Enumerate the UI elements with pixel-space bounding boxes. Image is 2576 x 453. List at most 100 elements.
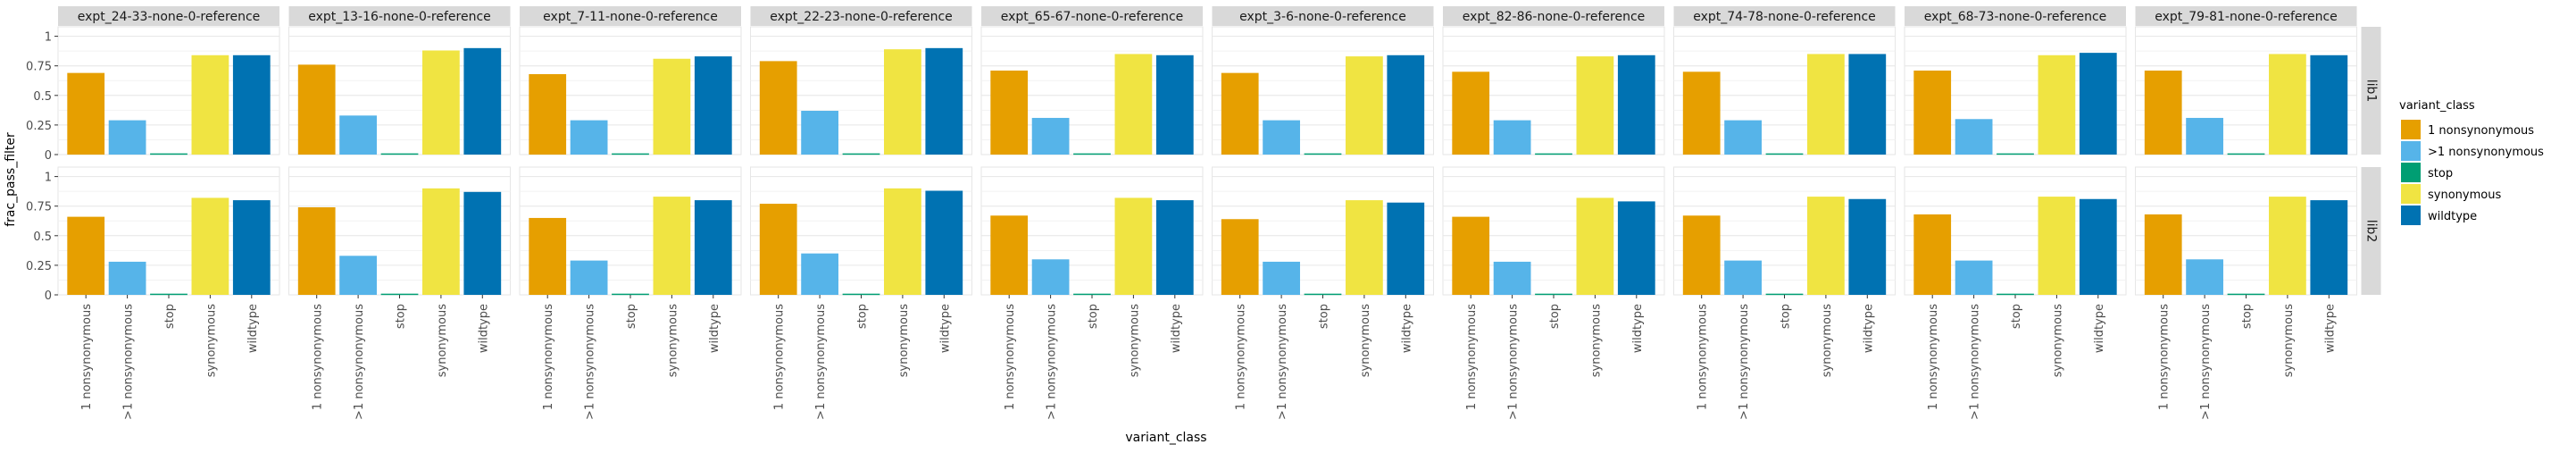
bar [1682, 215, 1721, 295]
column-strip [1673, 6, 1896, 26]
bar [1682, 71, 1721, 155]
bar [2227, 293, 2265, 296]
x-tick-label: stop [2010, 304, 2023, 329]
bar [67, 72, 105, 155]
bar [1848, 54, 1887, 155]
y-tick-label: 1 [45, 31, 52, 45]
x-tick-label: 1 nonsynonymous [1004, 304, 1017, 410]
bar [1765, 293, 1804, 296]
bar [422, 188, 460, 295]
bar [1387, 202, 1425, 295]
bar [1073, 293, 1111, 296]
y-tick-label: 0 [45, 149, 52, 163]
bar [1031, 259, 1070, 295]
bar [570, 260, 608, 295]
x-tick-label: wildtype [708, 304, 721, 353]
column-strip [2135, 6, 2357, 26]
bar [1576, 56, 1614, 155]
bar [1997, 153, 2034, 155]
column-strip-label: expt_7-11-none-0-reference [543, 10, 718, 24]
bar [801, 111, 838, 155]
x-tick-label: >1 nonsynonymous [122, 304, 136, 420]
x-tick-label: stop [1780, 304, 1793, 329]
x-tick-label: stop [1087, 304, 1100, 329]
x-tick-label: stop [163, 304, 177, 329]
y-tick-label: 0.25 [26, 260, 52, 273]
bar [759, 61, 797, 155]
bar [297, 64, 336, 155]
bar [2310, 200, 2348, 295]
legend-swatch [2401, 206, 2421, 225]
column-strips: expt_24-33-none-0-reference expt_13-16-no… [58, 6, 2357, 26]
bar [759, 204, 797, 295]
x-tick-label: stop [856, 304, 870, 329]
bar [1346, 56, 1383, 155]
y-tick-label: 0.5 [33, 231, 52, 244]
bar [1221, 72, 1259, 155]
bar [612, 153, 649, 155]
x-tick-label: 1 nonsynonymous [1696, 304, 1710, 410]
x-tick-label: synonymous [666, 304, 679, 377]
x-tick-label: wildtype [1862, 304, 1875, 353]
y-tick-label: 0.5 [33, 90, 52, 104]
y-tick-label: 0.75 [26, 61, 52, 74]
x-tick-label: 1 nonsynonymous [312, 304, 325, 410]
bar [1807, 197, 1845, 295]
bar [1955, 260, 1993, 295]
x-tick-label: >1 nonsynonymous [584, 304, 597, 420]
bar [463, 47, 502, 155]
legend-label: stop [2428, 167, 2453, 180]
y-tick-label: 0 [45, 289, 52, 303]
x-tick-label: synonymous [1359, 304, 1372, 377]
bar [232, 200, 271, 295]
bar [1221, 219, 1259, 295]
bar [150, 293, 188, 296]
bar [1535, 293, 1572, 296]
bar [2038, 197, 2076, 295]
bar [2186, 259, 2223, 295]
x-tick-label: 1 nonsynonymous [2158, 304, 2172, 410]
bar [339, 256, 377, 295]
bar [1807, 54, 1845, 155]
row-strip-label: lib1 [2364, 80, 2379, 103]
x-tick-label: stop [625, 304, 638, 329]
bar [463, 191, 502, 295]
x-axes: 1 nonsynonymous >1 nonsynonymous stop synon… [80, 295, 2337, 420]
bar [108, 120, 146, 155]
column-strip [750, 6, 972, 26]
x-tick-label: stop [395, 304, 408, 329]
bar [191, 55, 229, 155]
x-tick-label: wildtype [1170, 304, 1183, 353]
row-strip [2361, 27, 2381, 155]
x-tick-label: synonymous [2051, 304, 2064, 377]
bar [1387, 55, 1425, 155]
legend-label: 1 nonsynonymous [2428, 124, 2534, 138]
x-tick-label: >1 nonsynonymous [2199, 304, 2213, 420]
column-strip [981, 6, 1203, 26]
bar [653, 197, 691, 295]
bar [1114, 197, 1153, 295]
y-tick-label: 1 [45, 172, 52, 185]
x-tick-label: >1 nonsynonymous [814, 304, 828, 420]
x-tick-label: synonymous [436, 304, 449, 377]
legend-swatch [2401, 141, 2421, 161]
bar [297, 207, 336, 295]
legend: variant_class 1 nonsynonymous >1 nonsynon… [2399, 99, 2544, 225]
x-tick-label: 1 nonsynonymous [1927, 304, 1940, 410]
x-tick-label: wildtype [1400, 304, 1413, 353]
bar [653, 58, 691, 155]
bar [990, 215, 1029, 295]
x-tick-label: synonymous [204, 304, 218, 377]
legend-swatch [2401, 120, 2421, 139]
bar [1997, 293, 2034, 296]
x-tick-label: >1 nonsynonymous [353, 304, 366, 420]
bar [2038, 55, 2076, 155]
bar [990, 70, 1029, 155]
column-strip-label: expt_24-33-none-0-reference [78, 10, 261, 24]
column-strip [1443, 6, 1664, 26]
legend-label: >1 nonsynonymous [2428, 146, 2544, 159]
bar [1304, 293, 1342, 296]
bar [2269, 54, 2306, 155]
column-strip [1905, 6, 2126, 26]
